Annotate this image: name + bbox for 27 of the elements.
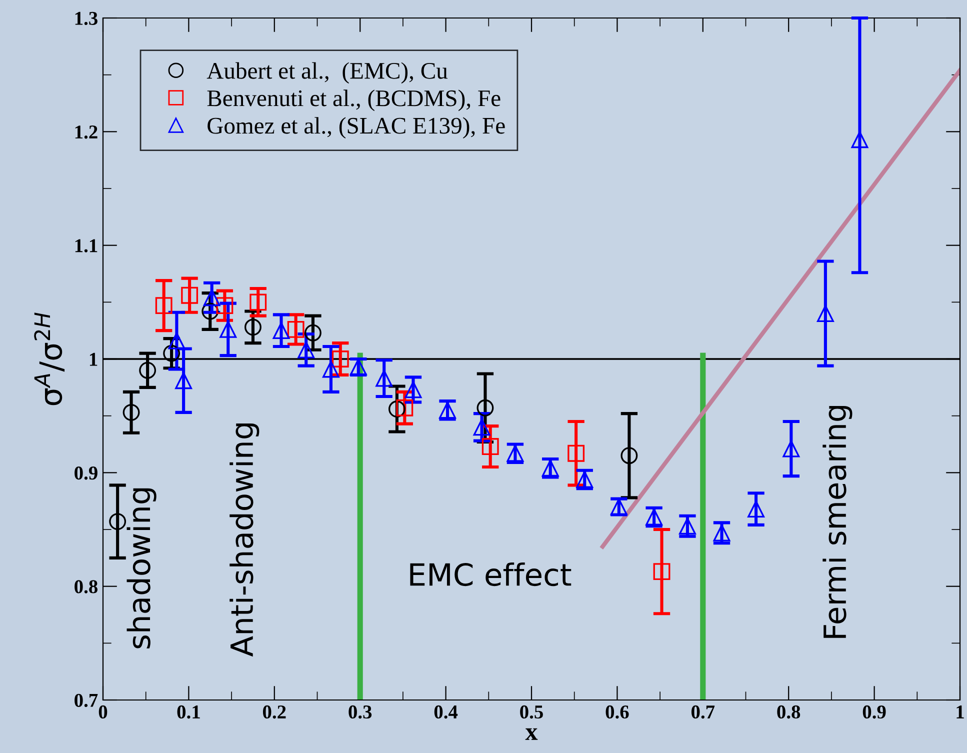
x-tick-label: 0.2 bbox=[262, 705, 286, 719]
y-tick-label: 0.8 bbox=[74, 580, 98, 594]
y-tick-label: 1.2 bbox=[75, 126, 98, 139]
x-tick-label: 0.6 bbox=[606, 705, 629, 719]
annotation: Fermi smearing bbox=[822, 406, 852, 638]
y-tick-label: 1 bbox=[90, 352, 98, 366]
annotation: Anti-shadowing bbox=[230, 423, 260, 657]
x-tick-label: 0.7 bbox=[691, 705, 715, 719]
x-tick-label: 0.5 bbox=[520, 705, 543, 719]
x-tick-label: 0.1 bbox=[177, 705, 200, 719]
y-tick-label: 1.1 bbox=[75, 239, 98, 252]
annotation: EMC effect bbox=[410, 562, 572, 586]
y-axis-title: σ$^{A}$/σ$^{2H}$ bbox=[34, 312, 65, 406]
y-tick-label: 1.3 bbox=[75, 12, 98, 26]
annotation: shadowing bbox=[126, 488, 156, 648]
x-tick-label: 0.4 bbox=[434, 705, 458, 719]
x-tick-label: 0 bbox=[98, 705, 108, 719]
legend-label: Gomez et al., (SLAC E139), Fe bbox=[208, 117, 505, 139]
x-tick-label: 0.9 bbox=[862, 705, 886, 719]
y-tick-label: 0.9 bbox=[74, 466, 98, 480]
legend-label: Aubert et al., (EMC), Cu bbox=[206, 62, 448, 84]
legend-label: Benvenuti et al., (BCDMS), Fe bbox=[207, 90, 500, 112]
x-tick-label: 0.3 bbox=[348, 705, 372, 719]
x-tick-label: 0.8 bbox=[777, 705, 800, 719]
y-tick-label: 0.7 bbox=[74, 694, 98, 708]
x-tick-label: 1 bbox=[956, 706, 964, 718]
x-axis-title: x bbox=[525, 728, 538, 740]
